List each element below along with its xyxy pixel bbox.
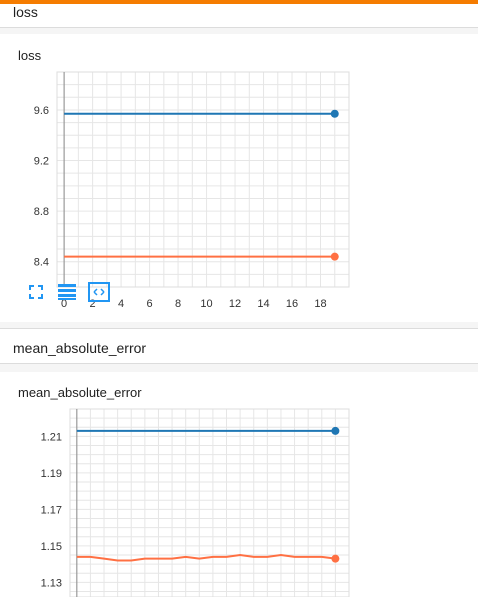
- x-tick-label: 14: [257, 298, 269, 310]
- y-tick-label: 9.2: [34, 156, 49, 168]
- y-tick-label: 1.21: [41, 431, 62, 443]
- series-end-point-0[interactable]: [331, 426, 340, 435]
- x-tick-label: 4: [118, 298, 124, 310]
- y-tick-label: 8.4: [34, 257, 49, 269]
- y-tick-label: 1.15: [41, 541, 62, 553]
- toggle-log-icon[interactable]: [57, 283, 77, 301]
- loss-chart[interactable]: 8.4 8.8 9.2 9.6 0 2 4 6 8 10 12 14 16 18: [0, 70, 478, 310]
- x-tick-label: 6: [147, 298, 153, 310]
- section-header-loss[interactable]: loss: [0, 4, 478, 28]
- x-tick-label: 2: [90, 298, 96, 310]
- card-title: mean_absolute_error: [18, 385, 142, 400]
- x-tick-label: 18: [314, 298, 326, 310]
- y-tick-label: 9.6: [34, 105, 49, 117]
- plot-frame: [69, 408, 350, 597]
- series-end-point-1[interactable]: [331, 554, 340, 563]
- x-tick-label: 0: [61, 298, 67, 310]
- y-tick-label: 8.8: [34, 206, 49, 218]
- x-tick-label: 12: [229, 298, 241, 310]
- section-title: mean_absolute_error: [13, 340, 147, 356]
- series-end-point-1[interactable]: [330, 252, 339, 261]
- y-tick-label: 1.17: [41, 504, 62, 516]
- fullscreen-icon[interactable]: [28, 284, 44, 300]
- mae-chart[interactable]: 1.13 1.15 1.17 1.19 1.21: [0, 407, 478, 597]
- card-title: loss: [18, 48, 42, 63]
- chart-card-mae: mean_absolute_error 1.13 1.15 1.17 1.19 1.21: [0, 372, 478, 597]
- x-tick-label: 8: [175, 298, 181, 310]
- section-header-mae[interactable]: mean_absolute_error: [0, 328, 478, 364]
- y-tick-label: 1.19: [41, 468, 62, 480]
- x-tick-label: 10: [200, 298, 212, 310]
- section-title: loss: [13, 4, 38, 20]
- series-line-1: [76, 554, 336, 562]
- chart-card-loss: loss 8.4 8.8 9.2 9.6 0 2 4 6 8 10 12 14 16 18: [0, 34, 478, 322]
- top-accent-bar: [0, 0, 478, 4]
- series-end-point-0[interactable]: [330, 109, 339, 118]
- fit-domain-icon[interactable]: [88, 282, 110, 302]
- x-tick-label: 16: [286, 298, 298, 310]
- plot-frame: [56, 71, 350, 288]
- y-tick-label: 1.13: [41, 577, 62, 589]
